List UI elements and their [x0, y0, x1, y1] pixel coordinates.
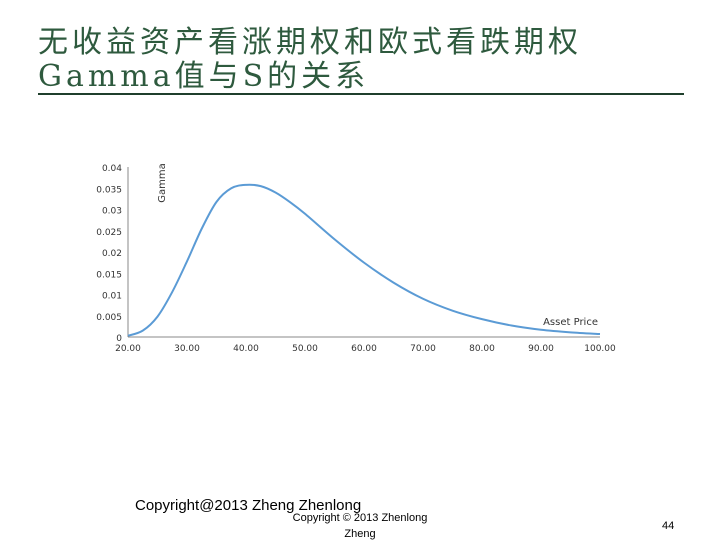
y-tick-label: 0: [116, 334, 122, 344]
x-tick-label: 80.00: [469, 344, 495, 354]
x-tick-label: 60.00: [351, 344, 377, 354]
x-tick-label: 40.00: [233, 344, 259, 354]
x-tick-label: 50.00: [292, 344, 318, 354]
y-tick-label: 0.005: [96, 313, 122, 323]
y-tick-label: 0.01: [102, 292, 122, 302]
y-axis-ticks: 0 0.005 0.01 0.015 0.02 0.025 0.03 0.035 0.04: [96, 164, 122, 344]
gamma-curve-line: [127, 183, 601, 337]
x-axis-label: Asset Price: [543, 317, 598, 328]
gamma-chart: 0 0.005 0.01 0.015 0.02 0.025 0.03 0.035 0.04 20…: [96, 163, 616, 354]
y-tick-label: 0.025: [96, 228, 122, 238]
y-axis-label: Gamma: [157, 163, 168, 203]
y-tick-label: 0.02: [102, 249, 122, 259]
y-tick-label: 0.03: [102, 207, 122, 217]
x-tick-label: 100.00: [584, 344, 616, 354]
series-group: [127, 183, 601, 337]
x-axis-ticks: 20.00 30.00 40.00 50.00 60.00 70.00 80.00 90.00…: [115, 344, 616, 354]
x-tick-label: 90.00: [528, 344, 554, 354]
y-tick-label: 0.035: [96, 185, 122, 195]
page-number: 44: [662, 520, 675, 532]
slide-title: 无收益资产看涨期权和欧式看跌期权Gamma值与S的关系: [38, 26, 582, 92]
footer-copyright: Copyright@2013 Zheng Zhenlong: [135, 497, 362, 514]
y-tick-label: 0.04: [102, 164, 122, 174]
y-tick-label: 0.015: [96, 270, 122, 280]
footer-copyright-small: Copyright © 2013 Zhenlong Zheng: [292, 512, 428, 540]
x-tick-label: 70.00: [410, 344, 436, 354]
title-divider: [38, 93, 684, 95]
x-tick-label: 30.00: [174, 344, 200, 354]
x-tick-label: 20.00: [115, 344, 141, 354]
